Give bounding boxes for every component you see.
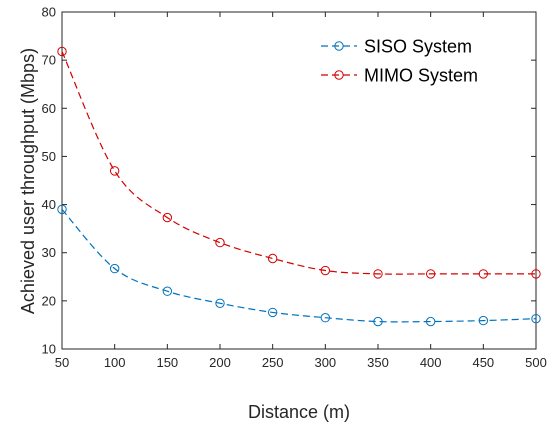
x-tick-label: 400	[420, 355, 442, 370]
data-point	[162, 212, 173, 223]
data-point	[57, 204, 67, 215]
x-tick-label: 250	[262, 355, 284, 370]
data-point	[267, 307, 278, 318]
legend: SISO System MIMO System	[321, 37, 478, 86]
series-mimo	[57, 46, 541, 279]
legend-label: MIMO System	[364, 66, 478, 86]
data-point	[478, 269, 489, 279]
y-tick-label: 60	[42, 101, 56, 116]
y-tick-label: 70	[42, 53, 56, 68]
data-point	[373, 269, 383, 279]
data-point	[109, 166, 120, 176]
x-tick-label: 50	[55, 355, 69, 370]
plot-area	[62, 12, 536, 349]
x-tick-label: 450	[472, 355, 494, 370]
x-tick-label: 350	[367, 355, 389, 370]
series-line	[61, 51, 536, 275]
y-tick-label: 80	[42, 5, 56, 20]
axes-box	[61, 11, 537, 350]
x-tick-label: 100	[104, 355, 126, 370]
x-axis-title: Distance (m)	[248, 402, 350, 422]
series-siso	[57, 204, 541, 327]
data-point	[425, 316, 436, 327]
y-tick-label: 40	[42, 197, 56, 212]
y-tick-label: 20	[42, 293, 56, 308]
y-tick-label: 10	[42, 342, 56, 357]
data-point	[162, 286, 173, 296]
legend-marker	[334, 70, 344, 80]
data-point	[478, 315, 489, 326]
data-point	[373, 316, 383, 327]
legend-item: MIMO System	[321, 66, 478, 86]
data-point	[425, 269, 436, 279]
data-point	[267, 253, 278, 264]
data-point	[320, 313, 331, 323]
y-axis-title: Achieved user throughput (Mbps)	[18, 48, 38, 314]
legend-marker	[334, 41, 344, 51]
legend-label: SISO System	[364, 37, 472, 57]
x-tick-label: 150	[156, 355, 178, 370]
data-point	[215, 237, 225, 248]
x-tick-label: 200	[209, 355, 231, 370]
data-point	[215, 298, 225, 308]
data-point	[531, 313, 541, 324]
y-tick-label: 30	[42, 245, 56, 260]
data-point	[320, 265, 331, 276]
y-tick-label: 50	[42, 149, 56, 164]
series-line	[61, 208, 537, 323]
legend-item: SISO System	[321, 37, 472, 57]
data-point	[109, 263, 120, 274]
x-tick-label: 500	[525, 355, 547, 370]
data-point	[531, 269, 541, 279]
x-tick-label: 300	[314, 355, 336, 370]
data-point	[57, 46, 67, 57]
